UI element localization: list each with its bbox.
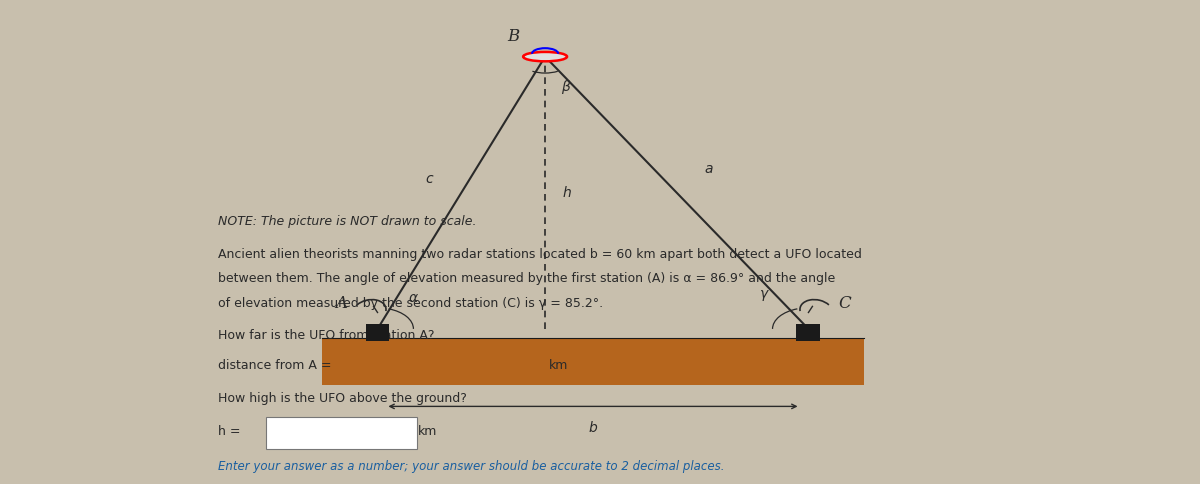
Bar [366, 324, 390, 341]
FancyBboxPatch shape [265, 417, 418, 449]
Text: b: b [589, 421, 598, 435]
Text: h: h [563, 186, 571, 200]
Text: between them. The angle of elevation measured by the first station (A) is α = 86: between them. The angle of elevation mea… [218, 272, 835, 285]
Text: Ancient alien theorists manning two radar stations located b = 60 km apart both : Ancient alien theorists manning two rada… [218, 248, 862, 261]
FancyBboxPatch shape [394, 351, 545, 383]
Text: km: km [550, 359, 569, 372]
Text: c: c [426, 172, 433, 186]
Text: α: α [409, 291, 418, 305]
Text: Enter your answer as a number; your answer should be accurate to 2 decimal place: Enter your answer as a number; your answ… [218, 460, 725, 473]
Bar [797, 324, 821, 341]
Text: a: a [704, 162, 713, 176]
Text: of elevation measured by the second station (C) is γ = 85.2°.: of elevation measured by the second stat… [218, 297, 604, 310]
Text: A: A [336, 295, 348, 312]
Text: h =: h = [218, 424, 240, 438]
Text: How high is the UFO above the ground?: How high is the UFO above the ground? [218, 392, 467, 405]
Text: C: C [838, 295, 851, 312]
Text: NOTE: The picture is NOT drawn to scale.: NOTE: The picture is NOT drawn to scale. [218, 215, 476, 228]
Text: km: km [418, 424, 437, 438]
Text: β: β [560, 80, 570, 94]
Ellipse shape [523, 52, 568, 61]
Text: How far is the UFO from station A?: How far is the UFO from station A? [218, 330, 434, 342]
Text: distance from A =: distance from A = [218, 359, 331, 372]
Text: B: B [508, 28, 520, 45]
Text: γ: γ [761, 287, 769, 301]
Bar [322, 338, 864, 385]
